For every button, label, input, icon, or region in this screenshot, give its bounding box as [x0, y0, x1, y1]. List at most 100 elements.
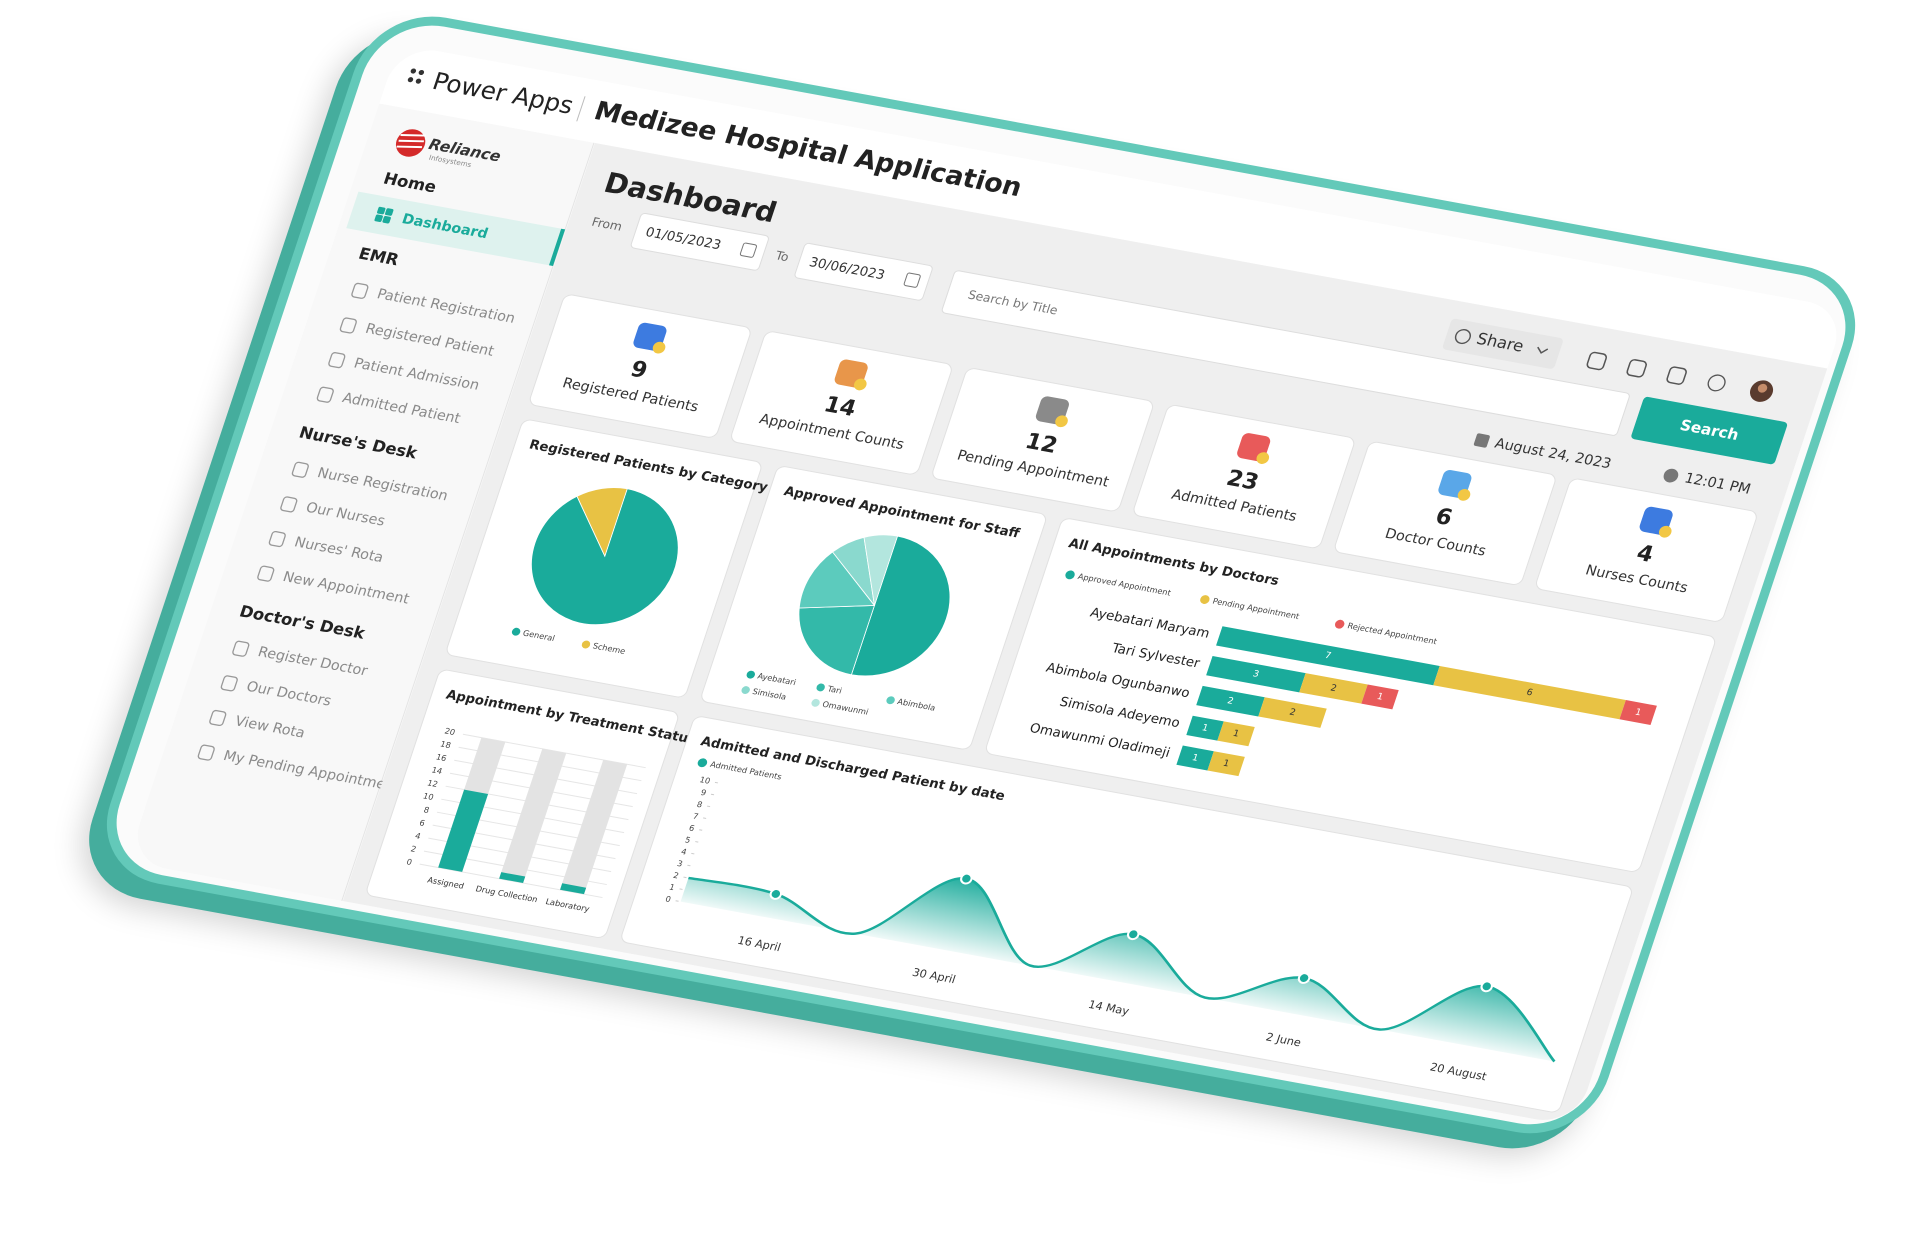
data-label: 1	[1222, 759, 1231, 770]
y-tick-label: 16	[435, 752, 448, 763]
data-point	[1297, 972, 1311, 984]
calendar-icon	[903, 272, 921, 288]
header-divider	[576, 96, 586, 122]
legend-swatch	[746, 670, 755, 679]
tick-mark	[706, 805, 711, 808]
bar-segment	[1196, 685, 1265, 717]
tablet-frame: Power Apps Medizee Hospital Application Re…	[88, 5, 1875, 1145]
y-tick-label: 12	[426, 778, 439, 789]
bar	[438, 789, 489, 872]
bar-segment	[1207, 751, 1245, 777]
menu-icon	[232, 640, 250, 657]
kpi-icon-accent	[1457, 489, 1471, 501]
tick-mark	[691, 852, 695, 855]
bar	[560, 883, 587, 895]
menu-icon	[328, 352, 346, 369]
y-tick-label: 8	[696, 799, 704, 809]
legend-swatch	[816, 683, 825, 692]
toolbar-icon[interactable]	[1586, 351, 1608, 371]
tick-mark	[710, 793, 715, 796]
data-label: 1	[1375, 692, 1384, 703]
data-label: 3	[1251, 669, 1260, 680]
apps-dot[interactable]	[407, 77, 414, 83]
logo-stripe	[398, 139, 425, 143]
x-tick-label: 2 June	[1264, 1031, 1303, 1050]
legend-swatch	[697, 758, 708, 768]
menu-icon	[268, 530, 286, 548]
data-label: 1	[1200, 723, 1209, 734]
kpi-card	[1133, 404, 1355, 549]
menu-icon	[291, 461, 309, 478]
tick-mark	[683, 876, 687, 879]
share-button[interactable]	[1442, 318, 1564, 369]
y-tick-label: 5	[684, 835, 692, 845]
bar-segment	[1361, 684, 1399, 710]
y-tick-label: 20	[443, 726, 456, 737]
data-label: 2	[1329, 684, 1338, 695]
dashboard-icon	[382, 215, 391, 224]
bar-track	[560, 759, 628, 895]
bar-segment	[1186, 715, 1224, 741]
bar-segment	[1206, 656, 1306, 693]
from-label: From	[590, 215, 624, 234]
apps-dot[interactable]	[410, 68, 417, 74]
y-tick-label: 8	[422, 805, 430, 815]
y-tick-label: 3	[676, 858, 684, 868]
data-label: 6	[1525, 688, 1534, 699]
toolbar-icon[interactable]	[1666, 366, 1687, 385]
menu-icon	[209, 709, 227, 727]
bar-segment	[1299, 673, 1368, 704]
from-date-input[interactable]	[630, 212, 769, 271]
kpi-card	[529, 294, 751, 438]
data-point	[960, 872, 973, 885]
pie-slice	[850, 535, 951, 677]
dashboard-icon	[385, 208, 394, 216]
apps-dot[interactable]	[418, 69, 425, 76]
toolbar-icon[interactable]	[1626, 359, 1647, 378]
kpi-icon-accent	[854, 378, 867, 391]
menu-icon	[339, 317, 357, 334]
data-point	[1480, 980, 1494, 993]
legend-swatch	[811, 698, 820, 707]
to-label: To	[773, 248, 791, 264]
search-input[interactable]	[941, 270, 1630, 436]
data-label: 2	[1226, 696, 1235, 707]
chart-card	[621, 716, 1632, 1113]
bar-segment	[1216, 626, 1440, 686]
y-tick-label: 10	[422, 791, 435, 802]
menu-icon	[316, 386, 334, 403]
bar-segment	[1258, 697, 1327, 728]
pie-slice	[863, 534, 899, 606]
legend-swatch	[1065, 570, 1075, 580]
kpi-card	[1334, 441, 1556, 585]
to-date-input[interactable]	[794, 242, 933, 301]
tick-mark	[714, 781, 719, 784]
data-point	[769, 888, 783, 900]
area-fill	[680, 877, 1555, 1062]
pie-slice	[798, 605, 876, 676]
data-label: 1	[1634, 708, 1643, 719]
help-icon[interactable]	[1706, 374, 1727, 392]
bar	[499, 872, 526, 884]
header-bar	[379, 43, 1848, 369]
menu-icon	[220, 675, 238, 692]
legend-swatch	[886, 696, 895, 705]
apps-dot[interactable]	[415, 78, 422, 84]
y-tick-label: 6	[688, 823, 696, 833]
bar-segment	[1433, 665, 1626, 720]
tick-mark	[702, 817, 707, 819]
pie-slice	[798, 551, 876, 609]
tick-mark	[695, 841, 699, 843]
kpi-icon-accent	[652, 341, 666, 354]
avatar-face	[1757, 383, 1768, 393]
active-item-marker	[549, 228, 566, 266]
dashboard-icon	[377, 206, 386, 215]
legend-swatch	[581, 640, 591, 649]
share-icon	[1454, 328, 1472, 345]
search-button[interactable]	[1630, 396, 1788, 465]
bar-segment	[1176, 745, 1214, 771]
data-point	[1126, 928, 1140, 941]
sidebar-border	[341, 142, 595, 901]
